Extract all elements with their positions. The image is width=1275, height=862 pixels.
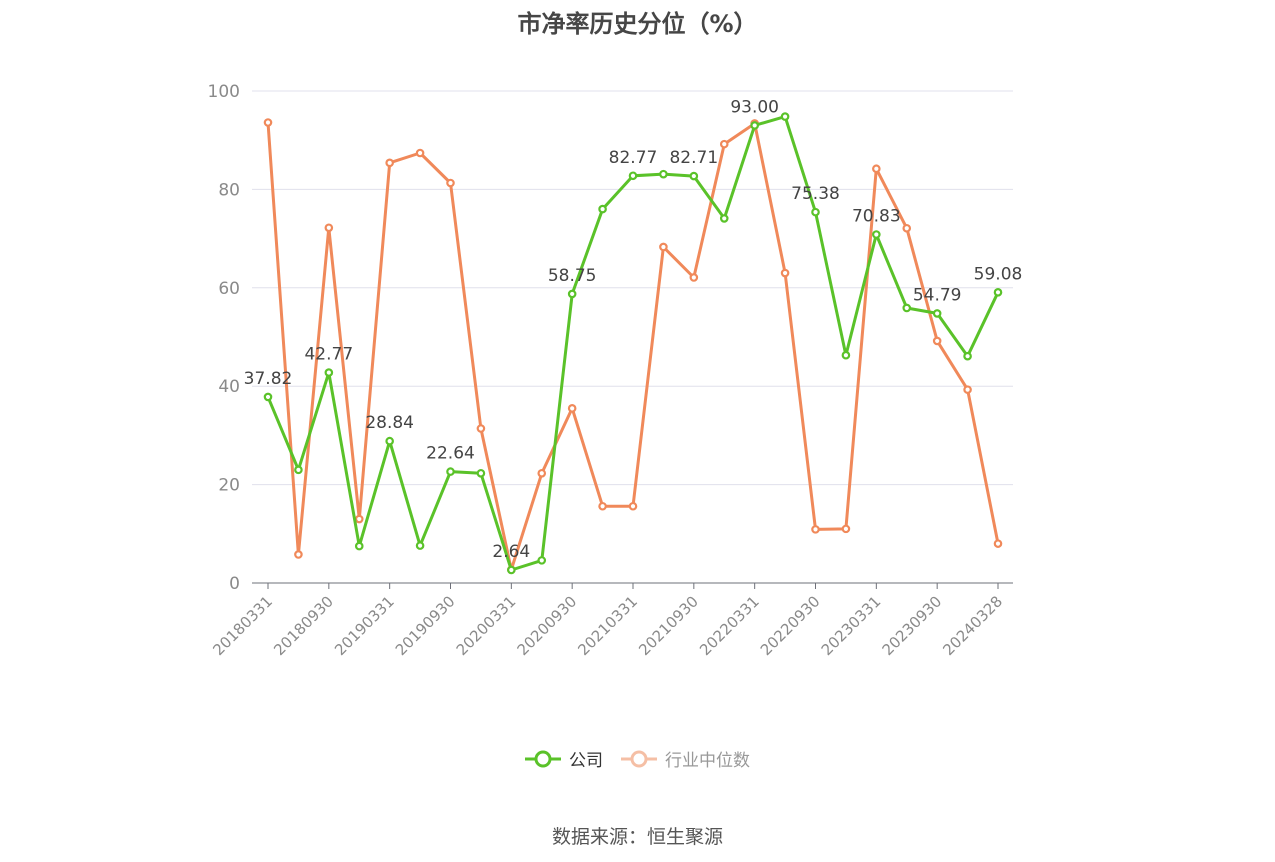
x-tick-label: 20220930	[757, 592, 824, 659]
data-point-1	[628, 501, 638, 511]
data-point-0	[446, 467, 455, 476]
chart-title: 市净率历史分位（%）	[517, 10, 758, 38]
data-point-0	[628, 171, 638, 181]
legend-swatch-company	[525, 750, 561, 767]
data-label: 2.64	[492, 542, 530, 562]
y-tick-label: 20	[218, 476, 240, 496]
data-point-1	[932, 336, 942, 346]
data-point-0	[689, 171, 699, 181]
data-label: 82.77	[609, 148, 658, 168]
data-point-0	[993, 288, 1003, 297]
legend-item-company[interactable]: 公司	[525, 746, 603, 771]
data-point-0	[476, 468, 486, 478]
data-point-0	[294, 465, 303, 475]
data-point-1	[385, 158, 394, 168]
data-label: 93.00	[730, 97, 779, 117]
data-point-0	[963, 351, 972, 361]
x-tick-label: 20240328	[939, 592, 1006, 659]
data-label: 82.71	[669, 148, 718, 168]
legend-item-industry-median[interactable]: 行业中位数	[621, 746, 750, 771]
data-point-1	[780, 268, 790, 278]
data-point-0	[659, 169, 668, 179]
data-source: 数据来源：恒生聚源	[551, 826, 723, 848]
y-tick-label: 80	[218, 180, 240, 200]
data-point-0	[385, 436, 394, 446]
data-point-0	[415, 541, 425, 550]
data-point-0	[811, 207, 820, 217]
x-tick-label: 20180331	[209, 592, 276, 659]
data-point-1	[294, 550, 303, 559]
data-point-1	[659, 242, 668, 252]
data-label: 22.64	[426, 444, 475, 464]
data-point-1	[872, 164, 881, 174]
data-point-1	[841, 524, 851, 534]
data-point-0	[567, 289, 577, 299]
data-point-0	[719, 214, 729, 223]
x-tick-label: 20200331	[453, 592, 520, 659]
data-point-0	[841, 350, 851, 360]
data-label: 58.75	[548, 266, 597, 286]
legend-swatch-industry-median	[621, 750, 657, 767]
x-tick-label: 20210331	[574, 592, 641, 659]
data-point-1	[415, 148, 425, 158]
x-tick-label: 20220331	[696, 592, 763, 659]
x-tick-label: 20230930	[879, 592, 946, 659]
y-tick-label: 100	[208, 82, 240, 102]
data-point-0	[263, 392, 273, 402]
x-tick-label: 20210930	[635, 592, 702, 659]
data-point-1	[902, 223, 912, 233]
data-point-1	[719, 139, 729, 149]
legend-label-company: 公司	[569, 751, 603, 771]
data-point-0	[780, 112, 790, 121]
data-point-1	[598, 501, 607, 511]
data-point-0	[537, 556, 547, 565]
data-label: 70.83	[852, 207, 901, 227]
data-point-1	[263, 118, 273, 127]
x-tick-label: 20200930	[514, 592, 581, 659]
data-point-1	[446, 178, 455, 188]
data-point-0	[324, 368, 334, 377]
data-point-1	[963, 385, 972, 394]
x-tick-label: 20190930	[392, 592, 459, 659]
y-tick-label: 0	[229, 574, 240, 594]
x-tick-label: 20180930	[270, 592, 337, 659]
data-label: 42.77	[304, 345, 353, 365]
data-point-1	[537, 468, 547, 478]
y-tick-label: 60	[218, 279, 240, 299]
data-point-0	[872, 230, 881, 239]
y-tick-label: 40	[218, 377, 240, 397]
data-label: 54.79	[913, 285, 962, 305]
data-point-1	[689, 273, 699, 282]
data-point-0	[507, 565, 516, 575]
data-point-1	[324, 223, 334, 233]
data-label: 37.82	[244, 369, 293, 389]
x-tick-label: 20190331	[331, 592, 398, 659]
data-point-0	[598, 204, 607, 214]
line-chart: 0 20 40 60 80 100 2018033120180930201903312019…	[208, 82, 1023, 659]
data-point-0	[932, 309, 942, 318]
data-point-0	[354, 541, 364, 551]
data-point-0	[902, 303, 912, 313]
data-point-1	[354, 514, 364, 524]
data-label: 59.08	[974, 264, 1023, 284]
data-point-1	[476, 424, 486, 433]
data-point-1	[811, 525, 820, 534]
legend-label-industry-median: 行业中位数	[665, 751, 750, 771]
data-label: 28.84	[365, 413, 414, 433]
data-point-1	[993, 539, 1003, 548]
legend: 公司 行业中位数	[0, 746, 1275, 771]
x-tick-label: 20230331	[818, 592, 885, 659]
data-point-1	[567, 404, 577, 413]
data-point-0	[750, 121, 759, 130]
data-label: 75.38	[791, 184, 840, 204]
